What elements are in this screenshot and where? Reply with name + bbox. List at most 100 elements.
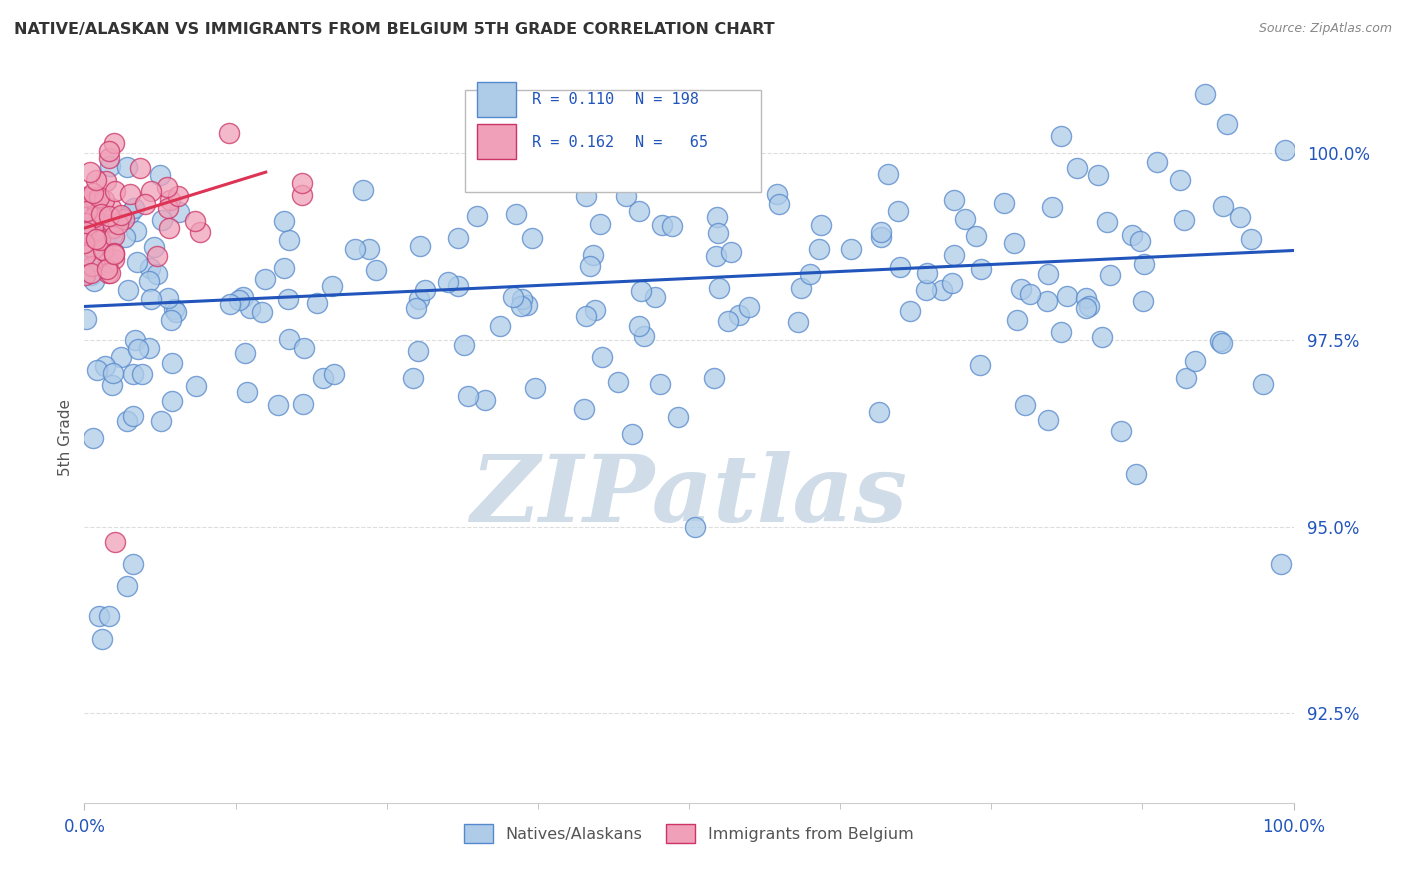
Point [1125,467,1147,482]
Point [83,211,105,225]
Point [1010,282,1032,296]
Point [915,266,938,280]
Point [1002,235,1025,250]
Point [157,291,180,305]
Point [131,367,153,381]
Point [101,221,124,235]
Text: NATIVE/ALASKAN VS IMMIGRANTS FROM BELGIUM 5TH GRADE CORRELATION CHART: NATIVE/ALASKAN VS IMMIGRANTS FROM BELGIU… [14,22,775,37]
Point [488,318,510,333]
Point [651,218,673,232]
Point [139,185,162,199]
Point [103,252,125,266]
Point [683,519,706,533]
Point [413,283,436,297]
Point [80,268,103,283]
FancyBboxPatch shape [478,82,516,118]
Point [80,218,103,232]
Point [1132,294,1154,309]
Point [277,233,299,247]
Point [103,229,125,244]
Point [457,389,479,403]
Point [273,213,295,227]
Point [765,186,787,201]
Point [292,341,315,355]
Point [232,290,254,304]
Point [83,223,105,237]
Point [84,197,107,211]
Point [530,145,553,160]
Point [943,193,966,207]
Point [703,371,725,385]
Point [103,366,125,380]
Point [80,255,103,269]
Point [510,292,533,306]
Point [1173,213,1195,227]
Point [889,260,911,275]
Point [505,207,527,221]
Point [321,279,343,293]
Point [97,209,120,223]
Point [103,246,125,260]
Point [941,277,963,291]
Point [86,249,108,263]
Point [1091,330,1114,344]
Point [112,211,135,226]
Point [75,312,97,326]
Point [87,227,110,242]
Point [1019,287,1042,301]
Point [120,186,142,201]
Point [91,217,114,231]
Point [75,216,97,230]
Point [115,414,138,428]
Point [931,284,953,298]
Point [76,228,98,243]
Point [101,228,124,243]
Point [159,193,181,207]
Point [127,255,149,269]
Point [252,305,274,319]
Point [969,358,991,372]
Point [233,346,256,360]
Point [633,328,655,343]
Text: R = 0.162: R = 0.162 [531,135,614,150]
Point [591,350,613,364]
Point [104,184,127,198]
Point [98,267,121,281]
Point [707,281,730,295]
Point [101,215,124,229]
Y-axis label: 5th Grade: 5th Grade [58,399,73,475]
Point [581,248,603,262]
Point [96,262,118,277]
FancyBboxPatch shape [465,90,762,192]
Point [93,243,115,257]
Point [628,203,651,218]
Point [87,609,110,624]
Point [121,367,143,381]
Point [575,189,598,203]
Point [502,290,524,304]
Point [1074,291,1097,305]
Point [898,304,921,318]
Point [704,249,727,263]
Point [91,632,114,646]
Point [402,371,425,385]
Point [73,189,96,203]
Point [1036,413,1059,427]
Point [97,609,120,624]
Point [1216,117,1239,131]
Point [1121,228,1143,243]
Point [915,283,938,297]
Point [501,126,523,140]
Point [228,293,250,308]
Point [322,368,344,382]
Point [1209,334,1232,349]
Point [707,226,730,240]
Point [103,247,125,261]
Point [254,272,277,286]
Point [82,186,104,201]
Point [146,249,169,263]
Point [107,217,129,231]
Point [239,301,262,316]
Point [405,301,427,315]
Point [143,239,166,253]
